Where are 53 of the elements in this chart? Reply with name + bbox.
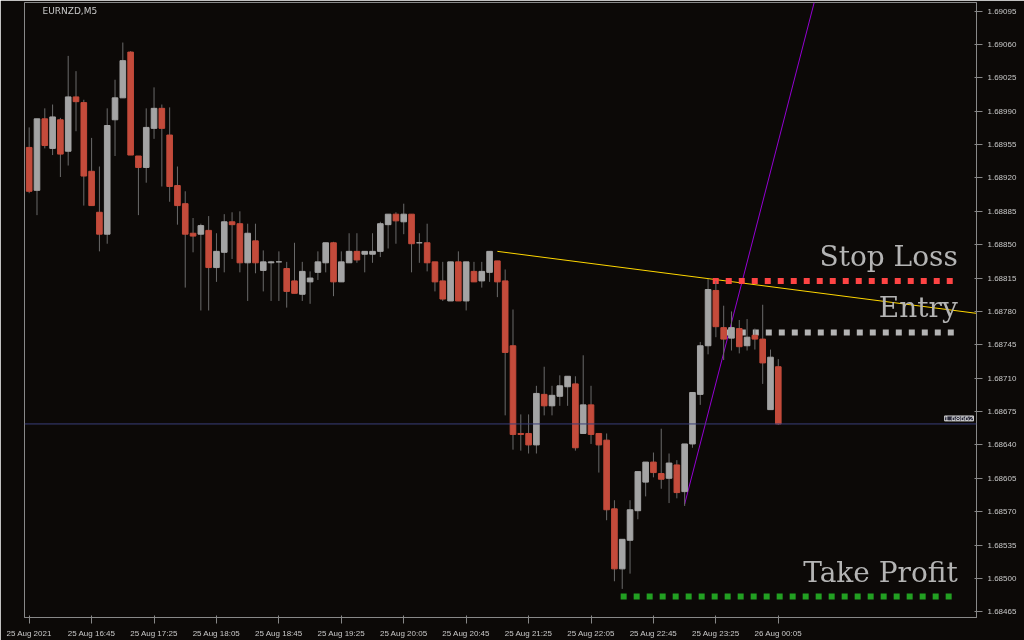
x-tick-label: 25 Aug 16:45 bbox=[67, 628, 116, 638]
series-label: Take Profit bbox=[803, 555, 959, 589]
x-tick-label: 25 Aug 18:45 bbox=[255, 628, 303, 638]
x-tick-label: 25 Aug 18:05 bbox=[192, 628, 241, 638]
x-tick-label: 25 Aug 22:45 bbox=[629, 628, 678, 638]
candlestick bbox=[392, 211, 400, 245]
chart-title: EURNZD,M5 bbox=[42, 5, 98, 16]
candlestick bbox=[197, 223, 205, 311]
x-tick-label: 25 Aug 19:25 bbox=[317, 628, 366, 638]
candlestick bbox=[540, 366, 548, 416]
y-tick-label: 1.68710 bbox=[987, 373, 1017, 383]
y-tick-label: 1.68745 bbox=[987, 340, 1017, 350]
x-tick-label: 25 Aug 20:05 bbox=[379, 628, 428, 638]
x-tick-label: 25 Aug 17:25 bbox=[130, 628, 178, 638]
y-tick-label: 1.68885 bbox=[987, 206, 1017, 216]
x-tick-label: 25 Aug 23:25 bbox=[692, 628, 740, 638]
ref-line-label: 1.68662 bbox=[944, 413, 975, 423]
x-tick-label: 26 Aug 00:05 bbox=[754, 628, 803, 638]
candlestick bbox=[720, 305, 727, 361]
x-tick-label: 25 Aug 21:25 bbox=[504, 628, 553, 638]
candlestick bbox=[657, 428, 665, 490]
series-label: Stop Loss bbox=[819, 239, 958, 273]
y-tick-label: 1.68815 bbox=[987, 273, 1017, 283]
candlestick bbox=[252, 223, 259, 274]
candlestick bbox=[72, 70, 80, 132]
y-tick-label: 1.68955 bbox=[987, 140, 1017, 150]
y-tick-label: 1.69095 bbox=[987, 6, 1017, 16]
y-tick-label: 1.68500 bbox=[987, 573, 1017, 583]
y-tick-label: 1.68535 bbox=[987, 540, 1017, 550]
candlestick bbox=[353, 232, 361, 264]
y-tick-label: 1.68675 bbox=[987, 407, 1017, 417]
candlestick bbox=[96, 166, 103, 252]
y-tick-label: 1.68605 bbox=[987, 473, 1017, 483]
candlestick bbox=[735, 319, 743, 354]
candlestick bbox=[728, 310, 735, 352]
y-tick-label: 1.69025 bbox=[987, 73, 1017, 83]
y-tick-label: 1.68920 bbox=[987, 173, 1017, 183]
y-tick-label: 1.68990 bbox=[987, 106, 1017, 116]
candlestick bbox=[158, 104, 166, 188]
x-tick-label: 25 Aug 20:45 bbox=[442, 628, 491, 638]
candlestick bbox=[650, 452, 657, 478]
y-tick-label: 1.68780 bbox=[987, 306, 1017, 316]
candlestick bbox=[470, 261, 478, 283]
y-tick-label: 1.68570 bbox=[987, 507, 1017, 517]
y-tick-label: 1.69060 bbox=[987, 39, 1017, 49]
candlestick bbox=[665, 453, 673, 504]
candlestick bbox=[743, 318, 751, 352]
x-tick-label: 25 Aug 2021 bbox=[6, 628, 52, 638]
y-tick-label: 1.68850 bbox=[987, 240, 1017, 250]
y-tick-label: 1.68465 bbox=[987, 607, 1017, 617]
x-tick-label: 25 Aug 22:05 bbox=[567, 628, 615, 638]
y-tick-label: 1.68640 bbox=[987, 440, 1017, 450]
candlestick bbox=[400, 203, 408, 235]
